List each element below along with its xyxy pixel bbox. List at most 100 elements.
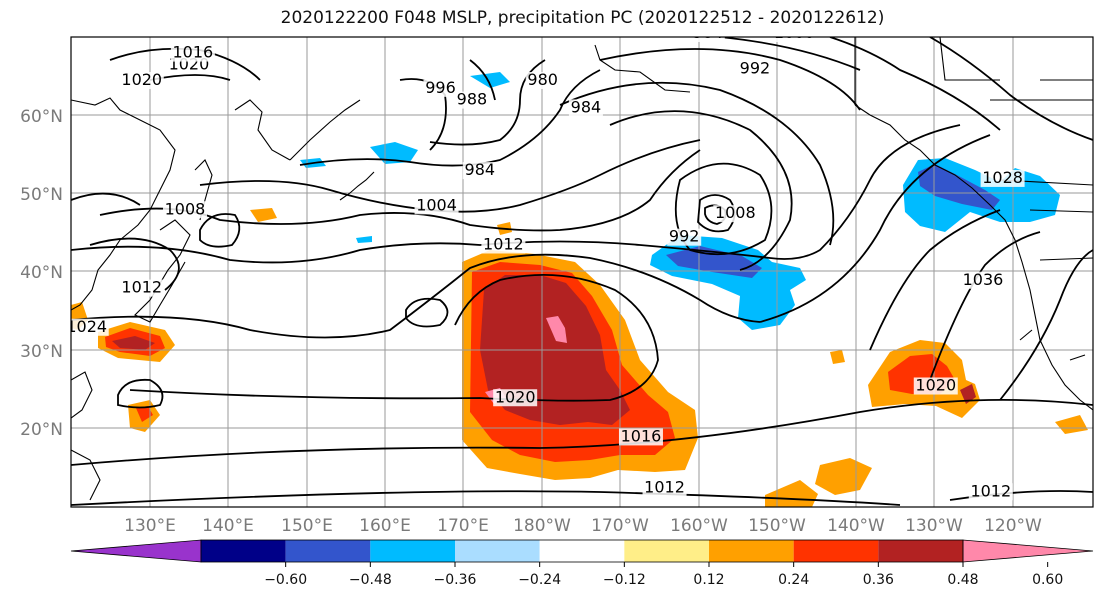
latitude-labels: 60°N 50°N 40°N 30°N 20°N xyxy=(20,107,63,440)
isobar-label: 1016 xyxy=(172,43,213,62)
isobar-label-bg xyxy=(71,318,109,336)
lon-label: 170°E xyxy=(437,516,489,536)
isobar-label-bg xyxy=(636,17,670,34)
isobar-label: 1024 xyxy=(66,317,107,336)
isobar-label-bg xyxy=(119,279,164,297)
isobar-label-bg xyxy=(642,479,687,497)
isobar-label-bg xyxy=(481,236,526,254)
isobar-label-bg xyxy=(772,37,817,42)
lat-label: 40°N xyxy=(20,263,63,283)
isobar-label-bg xyxy=(960,271,1005,289)
isobar-label: 980 xyxy=(527,70,558,89)
colorbar-swatch xyxy=(370,540,455,562)
lat-label: 30°N xyxy=(20,342,63,362)
colorbar-tick-label: 0.60 xyxy=(1032,572,1063,588)
isobar-label-bg xyxy=(423,79,458,97)
colorbar-tick-label: 0.36 xyxy=(863,572,894,588)
colorbar-tick-label: −0.48 xyxy=(349,572,392,588)
isobar-label: 996 xyxy=(425,78,456,97)
longitude-labels: 130°E 140°E 150°E 160°E 170°E 180°W 170°… xyxy=(124,516,1042,536)
isobar-label: 1004 xyxy=(416,195,457,214)
isobar-label-bg xyxy=(568,99,603,117)
colorbar-tick-label: 0.12 xyxy=(693,572,724,588)
precip-negative xyxy=(300,72,1060,330)
lat-label: 60°N xyxy=(20,107,63,127)
isobar-label: 992 xyxy=(669,227,700,246)
isobar-label: 1012 xyxy=(644,477,685,496)
isobar-label: 1016 xyxy=(621,426,662,445)
isobar-label: 988 xyxy=(457,90,488,109)
lon-label: 120°W xyxy=(984,516,1042,536)
isobar-label: 984 xyxy=(693,23,724,42)
map-frame xyxy=(70,36,1094,508)
lon-label: 130°E xyxy=(124,516,176,536)
colorbar-tick-label: −0.12 xyxy=(603,572,646,588)
colorbar: −0.60 −0.48 −0.36 −0.24 −0.12 0.12 0.24 0.36 0.4… xyxy=(70,539,1094,588)
isobar-label-bg xyxy=(119,72,164,89)
isobar-label: 1008 xyxy=(715,203,756,222)
isobar-label-bg xyxy=(454,91,489,109)
isobar-label-bg xyxy=(980,169,1025,187)
colorbar-frame xyxy=(200,539,964,563)
isobar-label: 984 xyxy=(465,160,496,179)
colorbar-swatch xyxy=(793,540,879,562)
lon-label: 160°E xyxy=(359,516,411,536)
colorbar-tick-label: 0.48 xyxy=(947,572,978,588)
map-title: 2020122200 F048 MSLP, precipitation PC (… xyxy=(280,8,885,28)
colorbar-swatch xyxy=(878,540,963,562)
isobar-label-bg xyxy=(713,205,758,223)
isobar-label: 984 xyxy=(571,97,602,116)
colorbar-tick-label: −0.60 xyxy=(264,572,307,588)
isobar-label: 1036 xyxy=(963,270,1004,289)
lon-label: 160°W xyxy=(670,516,728,536)
colorbar-swatch xyxy=(285,540,371,562)
gridlines xyxy=(71,37,1093,507)
isobar-label-bg xyxy=(170,44,215,62)
isobar-label: 1008 xyxy=(165,199,206,218)
colorbar-tick-label: −0.24 xyxy=(518,572,561,588)
lon-label: 150°E xyxy=(281,516,333,536)
isobar-label-bg xyxy=(737,60,772,78)
isobars xyxy=(71,37,1093,506)
isobar-label: 1000 xyxy=(774,23,815,42)
isobar-label: 1012 xyxy=(483,235,524,254)
isobar-label-bg xyxy=(493,389,538,407)
isobar-label-bg xyxy=(414,197,459,215)
lon-label: 140°W xyxy=(827,516,885,536)
isobar-label: 1028 xyxy=(982,168,1023,187)
lat-label: 20°N xyxy=(20,420,63,440)
lon-label: 130°W xyxy=(905,516,963,536)
isobar-label-bg xyxy=(618,428,663,446)
isobar-label-bg xyxy=(690,37,725,42)
isobar-label-bg xyxy=(525,72,560,89)
lat-label: 50°N xyxy=(20,185,63,205)
isobar-label: 1012 xyxy=(121,278,162,297)
colorbar-swatch xyxy=(455,540,540,562)
isobar-label-bg xyxy=(667,228,702,246)
colorbar-extend-high xyxy=(962,539,1094,563)
isobar-label-bg xyxy=(968,483,1013,501)
isobar-label: 992 xyxy=(740,58,771,77)
colorbar-extend-low xyxy=(70,539,202,563)
lon-label: 140°E xyxy=(202,516,254,536)
colorbar-tick-label: 0.24 xyxy=(778,572,809,588)
colorbar-swatch xyxy=(709,540,794,562)
colorbar-tick-label: −0.36 xyxy=(434,572,477,588)
lon-label: 170°W xyxy=(591,516,649,536)
colorbar-swatch xyxy=(624,540,709,562)
colorbar-swatch xyxy=(539,540,625,562)
isobar-label: 1012 xyxy=(970,481,1011,500)
colorbar-swatch xyxy=(201,540,286,562)
isobar-label: 1020 xyxy=(121,70,162,89)
isobar-label-bg xyxy=(462,162,497,180)
isobar-label: 1020 xyxy=(915,376,956,395)
lon-label: 150°W xyxy=(748,516,806,536)
isobar-label-bg xyxy=(162,201,207,219)
isobar-label: 1020 xyxy=(495,387,536,406)
isobar-label-bg xyxy=(913,377,958,395)
isobar-label: 988 xyxy=(637,15,668,34)
lon-label: 180°W xyxy=(513,516,571,536)
